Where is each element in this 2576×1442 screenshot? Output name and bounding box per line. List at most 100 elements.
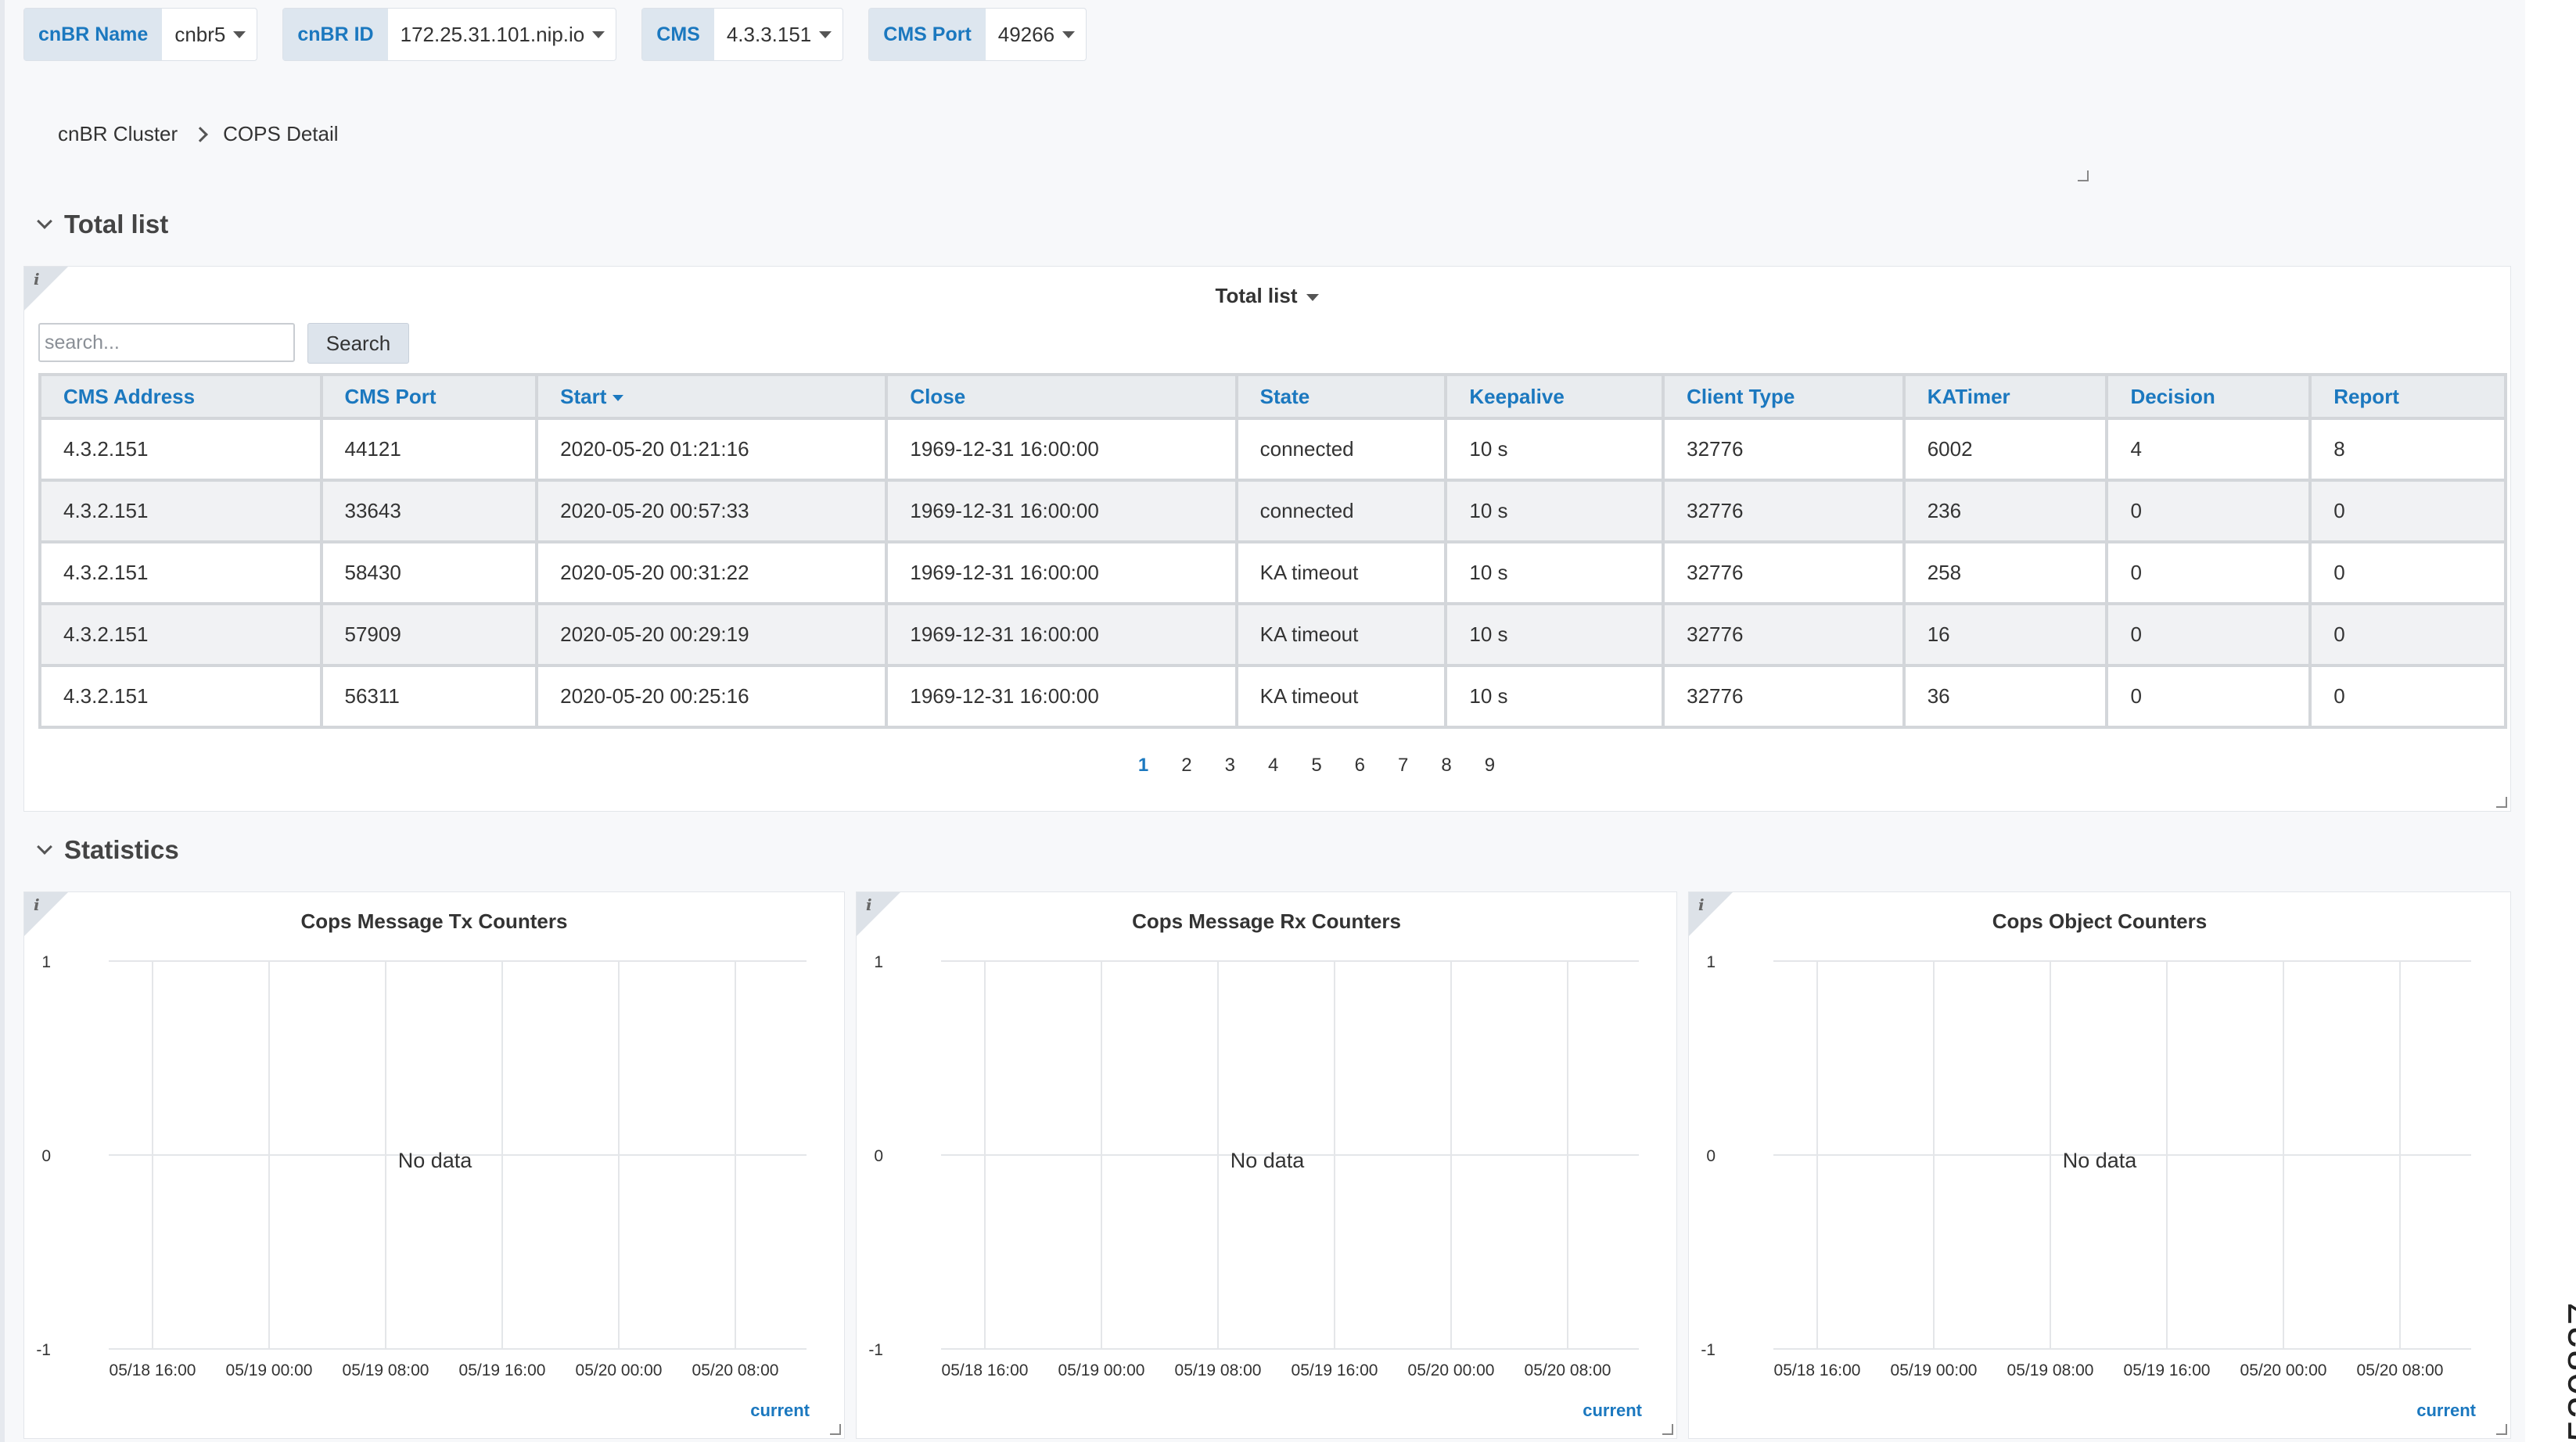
variable-label: CMS <box>642 9 714 60</box>
page-link-3[interactable]: 3 <box>1224 755 1235 776</box>
column-header-label: State <box>1259 384 1310 408</box>
chart-title[interactable]: Cops Message Tx Counters <box>300 909 568 933</box>
variable-dropdown[interactable]: cnbr5 <box>162 9 257 60</box>
section-total-list[interactable]: Total list <box>37 210 169 239</box>
page-link-6[interactable]: 6 <box>1354 755 1366 776</box>
page-link-8[interactable]: 8 <box>1441 755 1452 776</box>
column-header-cms-address[interactable]: CMS Address <box>38 373 323 420</box>
cops-table: CMS Address CMS Port Start Close State K… <box>38 373 2507 729</box>
column-header-label: Keepalive <box>1469 384 1565 408</box>
cell-keepalive: 10 s <box>1444 417 1665 482</box>
cell-cms-port: 44121 <box>319 417 539 482</box>
column-header-close[interactable]: Close <box>885 373 1238 420</box>
column-header-keepalive[interactable]: Keepalive <box>1444 373 1665 420</box>
cell-start: 2020-05-20 00:29:19 <box>535 602 889 667</box>
cell-keepalive: 10 s <box>1444 602 1665 667</box>
variable-value: 172.25.31.101.nip.io <box>400 22 585 46</box>
resize-handle-icon[interactable] <box>2496 1424 2507 1435</box>
page-link-4[interactable]: 4 <box>1267 755 1279 776</box>
section-title: Total list <box>64 210 169 239</box>
page-link-5[interactable]: 5 <box>1311 755 1322 776</box>
cell-cms-port: 57909 <box>319 602 539 667</box>
cell-report: 8 <box>2308 417 2507 482</box>
cell-cms-port: 56311 <box>319 664 539 729</box>
cell-keepalive: 10 s <box>1444 479 1665 543</box>
page-link-9[interactable]: 9 <box>1484 755 1496 776</box>
caret-down-icon <box>233 30 246 38</box>
x-tick-label: 05/18 16:00 <box>942 1361 1029 1379</box>
pagination: 1 2 3 4 5 6 7 8 9 <box>24 755 2510 777</box>
y-tick-label: 0 <box>41 1147 51 1165</box>
column-header-state[interactable]: State <box>1234 373 1448 420</box>
variable-value: cnbr5 <box>174 22 226 46</box>
variable-cnbr-name[interactable]: cnBR Name cnbr5 <box>23 8 258 61</box>
cell-cms-address: 4.3.2.151 <box>38 602 323 667</box>
total-list-panel: i Total list Search CMS Address CMS Port… <box>23 266 2511 812</box>
resize-handle-icon[interactable] <box>830 1424 841 1435</box>
chart-title[interactable]: Cops Object Counters <box>1992 909 2208 933</box>
breadcrumb-parent-link[interactable]: cnBR Cluster <box>58 122 178 145</box>
page-link-7[interactable]: 7 <box>1398 755 1409 776</box>
panel-info-corner[interactable] <box>24 892 68 936</box>
variable-cms-port[interactable]: CMS Port 49266 <box>868 8 1087 61</box>
cell-state: KA timeout <box>1234 664 1448 729</box>
cell-katimer: 36 <box>1902 664 2109 729</box>
panel-info-corner[interactable] <box>857 892 900 936</box>
y-tick-label: 0 <box>874 1147 883 1165</box>
x-tick-label: 05/19 16:00 <box>459 1361 546 1379</box>
column-header-client-type[interactable]: Client Type <box>1662 373 1906 420</box>
cell-report: 0 <box>2308 540 2507 605</box>
panel-info-corner[interactable] <box>1689 892 1733 936</box>
cell-close: 1969-12-31 16:00:00 <box>885 664 1238 729</box>
cell-keepalive: 10 s <box>1444 664 1665 729</box>
panel-title-menu[interactable]: Total list <box>24 284 2510 308</box>
chart-title[interactable]: Cops Message Rx Counters <box>1132 909 1401 933</box>
search-input[interactable] <box>38 323 295 362</box>
info-icon[interactable]: i <box>866 895 872 914</box>
variable-dropdown[interactable]: 172.25.31.101.nip.io <box>388 9 616 60</box>
x-tick-label: 05/20 00:00 <box>2240 1361 2327 1379</box>
info-icon[interactable]: i <box>34 270 40 289</box>
cell-state: connected <box>1234 479 1448 543</box>
cell-close: 1969-12-31 16:00:00 <box>885 540 1238 605</box>
x-tick-label: 05/20 00:00 <box>576 1361 663 1379</box>
chart-panel-tx: i Cops Message Tx Counters 05/18 16:00 05… <box>23 891 845 1439</box>
column-header-decision[interactable]: Decision <box>2105 373 2312 420</box>
legend-item-current[interactable]: current <box>2416 1401 2476 1420</box>
caret-down-icon <box>1306 293 1320 301</box>
y-tick-label: -1 <box>1701 1341 1716 1359</box>
column-header-label: KATimer <box>1927 384 2010 408</box>
legend-item-current[interactable]: current <box>1583 1401 1642 1420</box>
chevron-down-icon <box>37 839 52 855</box>
resize-handle-icon[interactable] <box>2078 170 2089 181</box>
cell-state: KA timeout <box>1234 602 1448 667</box>
panel-info-corner[interactable] <box>24 267 68 310</box>
page-link-1[interactable]: 1 <box>1137 755 1149 776</box>
variable-dropdown[interactable]: 49266 <box>986 9 1086 60</box>
column-header-cms-port[interactable]: CMS Port <box>319 373 539 420</box>
info-icon[interactable]: i <box>34 895 40 914</box>
resize-handle-icon[interactable] <box>1662 1424 1673 1435</box>
variable-dropdown[interactable]: 4.3.3.151 <box>714 9 842 60</box>
resize-handle-icon[interactable] <box>2496 797 2507 808</box>
page-link-2[interactable]: 2 <box>1181 755 1192 776</box>
search-button[interactable]: Search <box>307 323 409 364</box>
chart-plot: 05/18 16:00 05/19 00:00 05/19 08:00 05/19 1… <box>1701 953 2471 1379</box>
section-statistics[interactable]: Statistics <box>37 835 179 865</box>
variable-cms[interactable]: CMS 4.3.3.151 <box>641 8 844 61</box>
cell-report: 0 <box>2308 602 2507 667</box>
y-tick-label: 1 <box>1706 953 1716 971</box>
variable-label: cnBR ID <box>283 9 388 60</box>
cell-katimer: 236 <box>1902 479 2109 543</box>
variable-cnbr-id[interactable]: cnBR ID 172.25.31.101.nip.io <box>282 8 617 61</box>
x-tick-label: 05/19 08:00 <box>343 1361 429 1379</box>
column-header-report[interactable]: Report <box>2308 373 2507 420</box>
info-icon[interactable]: i <box>1698 895 1705 914</box>
cell-client-type: 32776 <box>1662 664 1906 729</box>
no-data-label: No data <box>398 1149 473 1172</box>
column-header-katimer[interactable]: KATimer <box>1902 373 2109 420</box>
cell-client-type: 32776 <box>1662 540 1906 605</box>
breadcrumb-current: COPS Detail <box>223 122 339 145</box>
legend-item-current[interactable]: current <box>750 1401 810 1420</box>
column-header-start[interactable]: Start <box>535 373 889 420</box>
